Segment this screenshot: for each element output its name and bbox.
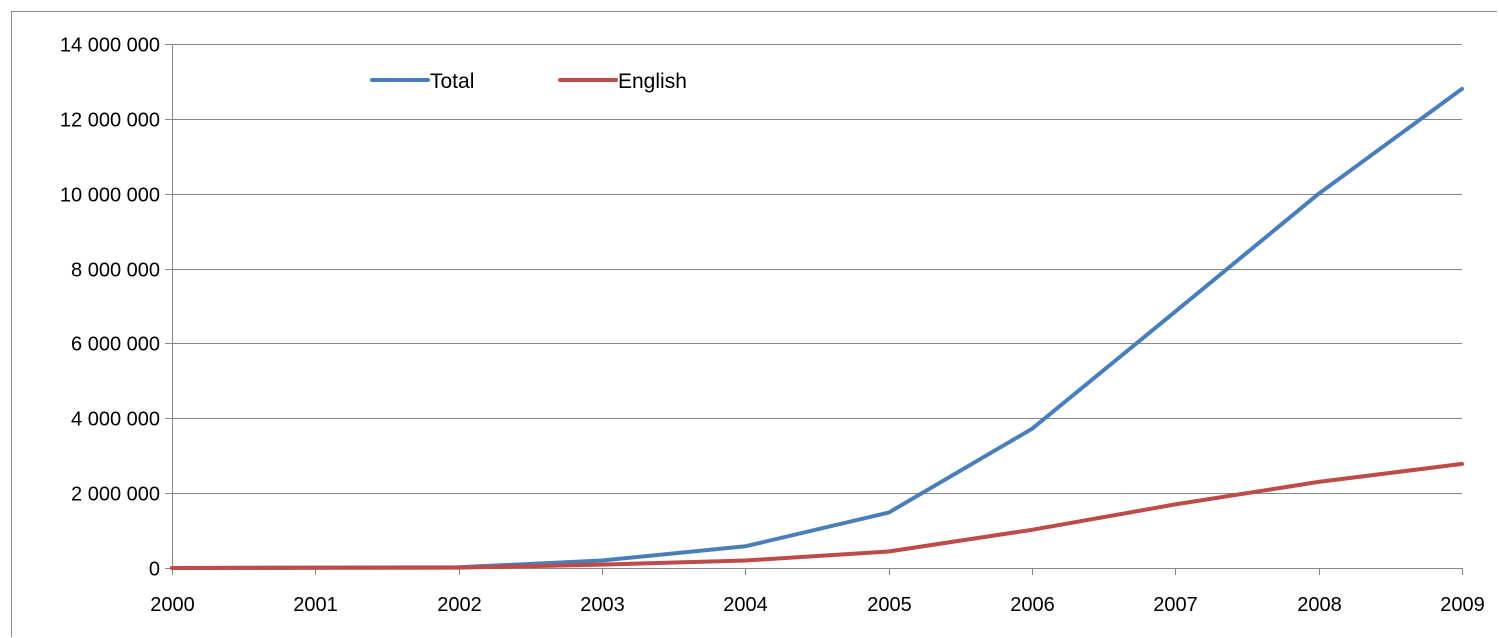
legend: Total English [370, 70, 687, 93]
x-tick-label: 2005 [867, 594, 912, 616]
y-tick-label: 4 000 000 [71, 409, 160, 431]
x-tick-label: 2004 [723, 594, 768, 616]
y-tick-labels: 0 2 000 000 4 000 000 6 000 000 8 000 000 10 … [60, 35, 160, 581]
gridlines [172, 44, 1462, 494]
y-tick-label: 8 000 000 [71, 260, 160, 282]
legend-label-total: Total [430, 70, 474, 93]
legend-label-english: English [618, 70, 687, 93]
x-tick-label: 2003 [580, 594, 625, 616]
series-line-english [170, 461, 1464, 570]
x-tick-label: 2001 [293, 594, 338, 616]
x-tick-label: 2007 [1153, 594, 1198, 616]
y-tick-label: 10 000 000 [60, 185, 160, 207]
y-tick-label: 12 000 000 [60, 110, 160, 132]
x-tick-label: 2008 [1297, 594, 1342, 616]
x-tick-label: 2000 [150, 594, 195, 616]
x-tick-label: 2009 [1440, 594, 1485, 616]
axes [165, 44, 1463, 575]
series-line-total [170, 86, 1464, 570]
y-tick-label: 14 000 000 [60, 35, 160, 57]
y-tick-label: 0 [149, 559, 160, 581]
x-tick-label: 2002 [437, 594, 482, 616]
series-lines [170, 86, 1464, 570]
chart-frame [11, 11, 1497, 637]
x-tick-label: 2006 [1010, 594, 1055, 616]
y-tick-label: 2 000 000 [71, 484, 160, 506]
y-tick-label: 6 000 000 [71, 334, 160, 356]
x-tick-labels: 2000 2001 2002 2003 2004 2005 2006 2007 2008 2009 [150, 594, 1485, 616]
